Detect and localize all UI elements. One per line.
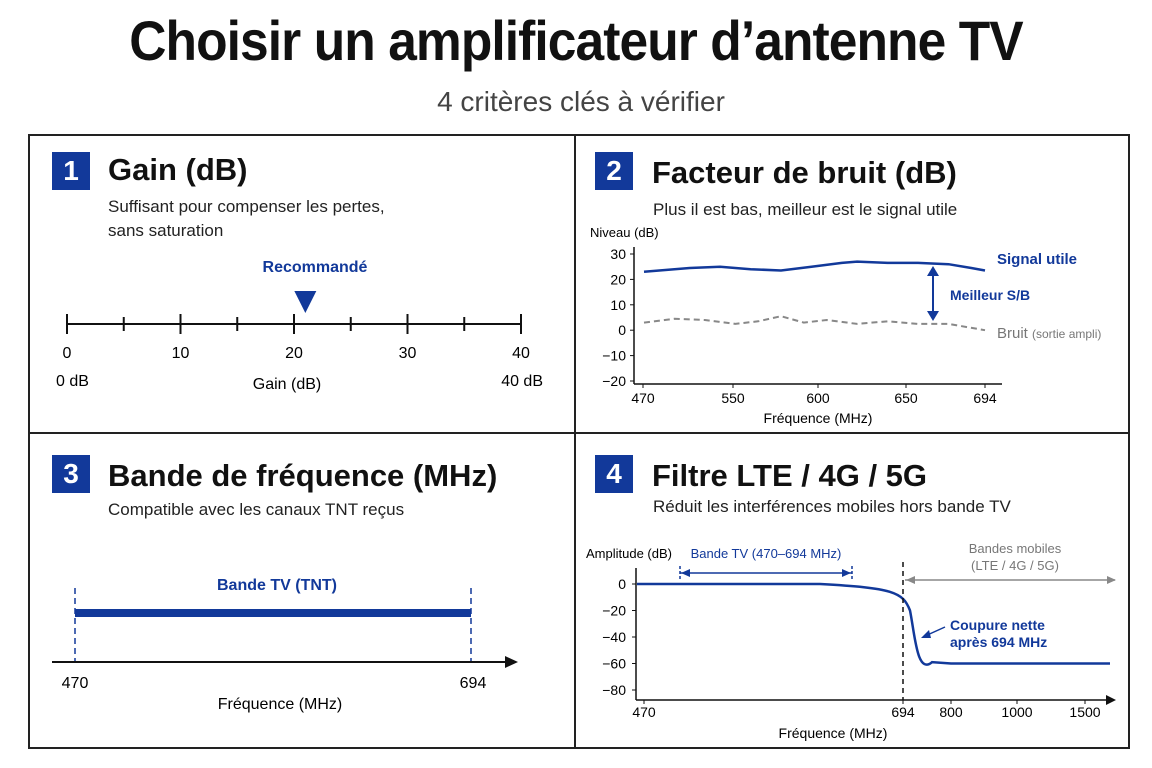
panel-2-desc: Plus il est bas, meilleur est le signal … (653, 200, 958, 219)
panel-2-ytick-label: 20 (610, 271, 626, 287)
panel-2-xtick-label: 694 (973, 390, 997, 406)
mobile-band-right-arrow-icon (1107, 576, 1116, 584)
grid-divider-horizontal (28, 432, 1130, 434)
panel-1-desc-line2: sans saturation (108, 221, 224, 240)
mobile-band-left-arrow-icon (906, 576, 915, 584)
cutoff-label-line2: après 694 MHz (950, 634, 1047, 650)
snr-annotation: Meilleur S/B (950, 287, 1030, 303)
filter-response-line (637, 582, 1110, 666)
panel-4-xtick-label: 1500 (1069, 704, 1100, 720)
panel-4-xlabel: Fréquence (MHz) (779, 725, 888, 741)
panel-4-ytick-label: −80 (602, 682, 626, 698)
panel-3-axis-label: Fréquence (MHz) (218, 696, 342, 713)
snr-arrow-up-icon (927, 266, 939, 276)
panel-2-xtick-label: 650 (894, 390, 918, 406)
mobile-band-label-line2: (LTE / 4G / 5G) (971, 558, 1059, 573)
page-subtitle: 4 critères clés à vérifier (437, 86, 725, 117)
panel-4-ylabel: Amplitude (dB) (586, 546, 672, 561)
panel-2-xtick-label: 550 (721, 390, 745, 406)
tv-band-right-arrow-icon (842, 569, 851, 577)
criteria-grid (28, 134, 1130, 749)
cutoff-pointer-arrow-icon (921, 630, 931, 638)
panel-4-xtick-label: 800 (939, 704, 963, 720)
noise-label: Bruit (sortie ampli) (997, 325, 1101, 342)
recommended-label: Recommandé (263, 259, 368, 276)
gain-min-label: 0 dB (56, 373, 89, 390)
band-bar (75, 609, 471, 617)
gain-max-label: 40 dB (501, 373, 543, 390)
panel-2-number-badge: 2 (595, 152, 633, 190)
noise-line (643, 315, 986, 332)
panel-2-ytick-label: −10 (602, 348, 626, 364)
band-end-label: 694 (460, 675, 487, 692)
panel-2-ylabel: Niveau (dB) (590, 225, 659, 240)
band-start-label: 470 (62, 675, 89, 692)
axis-arrow-icon (505, 656, 518, 668)
panel-3-title: Bande de fréquence (MHz) (108, 458, 498, 493)
signal-utile-line (643, 260, 986, 274)
gain-axis-label: Gain (dB) (253, 376, 321, 393)
panel-4-number-badge: 4 (595, 455, 633, 493)
grid-divider-vertical (574, 134, 576, 749)
gain-tick-label: 30 (399, 345, 417, 362)
panel-2-ytick-label: 10 (610, 297, 626, 313)
panel-1-desc-line1: Suffisant pour compenser les pertes, (108, 197, 385, 216)
cutoff-label-line1: Coupure nette (950, 617, 1045, 633)
tv-band-label: Bande TV (470–694 MHz) (691, 546, 842, 561)
panel-2-title: Facteur de bruit (dB) (652, 155, 957, 190)
tv-band-left-arrow-icon (681, 569, 690, 577)
panel-4-ytick-label: 0 (618, 576, 626, 592)
snr-arrow-down-icon (927, 311, 939, 321)
panel-2-ytick-label: 0 (618, 322, 626, 338)
band-label: Bande TV (TNT) (217, 577, 337, 594)
mobile-band-label-line1: Bandes mobiles (969, 541, 1062, 556)
gain-tick-label: 10 (172, 345, 190, 362)
page-title: Choisir un amplificateur d’antenne TV (129, 9, 1023, 72)
panel-4-ytick-label: −40 (602, 629, 626, 645)
panel-2-xlabel: Fréquence (MHz) (764, 410, 873, 426)
panel-3-desc: Compatible avec les canaux TNT reçus (108, 500, 405, 519)
x-axis-arrow-icon (1106, 695, 1116, 705)
panel-2-ytick-label: −20 (602, 373, 626, 389)
panel-3-number-badge: 3 (52, 455, 90, 493)
gain-tick-label: 0 (63, 345, 72, 362)
panel-4-ytick-label: −60 (602, 656, 626, 672)
panel-2-xtick-label: 600 (806, 390, 830, 406)
gain-tick-label: 40 (512, 345, 530, 362)
panel-1-title: Gain (dB) (108, 152, 248, 187)
panel-4-xtick-label: 1000 (1001, 704, 1032, 720)
panel-4-title: Filtre LTE / 4G / 5G (652, 458, 928, 493)
panel-2-xtick-label: 470 (631, 390, 655, 406)
panel-1-number-badge: 1 (52, 152, 90, 190)
panel-4-ytick-label: −20 (602, 603, 626, 619)
panel-2-ytick-label: 30 (610, 246, 626, 262)
panel-4-xtick-label: 470 (632, 704, 656, 720)
panel-4-xtick-label: 694 (891, 704, 915, 720)
signal-label: Signal utile (997, 251, 1077, 268)
recommended-marker-icon (294, 291, 317, 313)
panel-4-desc: Réduit les interférences mobiles hors ba… (653, 497, 1011, 516)
gain-tick-label: 20 (285, 345, 303, 362)
